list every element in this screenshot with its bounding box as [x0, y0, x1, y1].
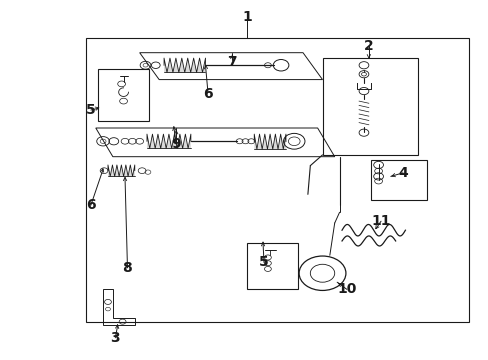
Text: 5: 5 — [259, 256, 268, 270]
Text: 6: 6 — [203, 87, 212, 101]
Text: 8: 8 — [122, 261, 132, 275]
Text: 5: 5 — [86, 103, 96, 117]
Text: 4: 4 — [397, 166, 407, 180]
Text: 2: 2 — [363, 39, 373, 53]
Polygon shape — [147, 134, 190, 148]
Bar — [98, 69, 149, 121]
Bar — [246, 243, 298, 289]
Polygon shape — [254, 134, 285, 149]
Text: 10: 10 — [337, 282, 356, 296]
Polygon shape — [108, 165, 135, 176]
Text: 9: 9 — [171, 137, 181, 151]
Text: 3: 3 — [110, 331, 120, 345]
Text: 11: 11 — [370, 214, 390, 228]
Text: 6: 6 — [86, 198, 96, 212]
Polygon shape — [163, 58, 205, 72]
Bar — [322, 58, 417, 155]
Bar — [370, 160, 427, 200]
Text: 7: 7 — [227, 55, 237, 69]
Bar — [86, 39, 468, 321]
Text: 1: 1 — [242, 10, 251, 24]
